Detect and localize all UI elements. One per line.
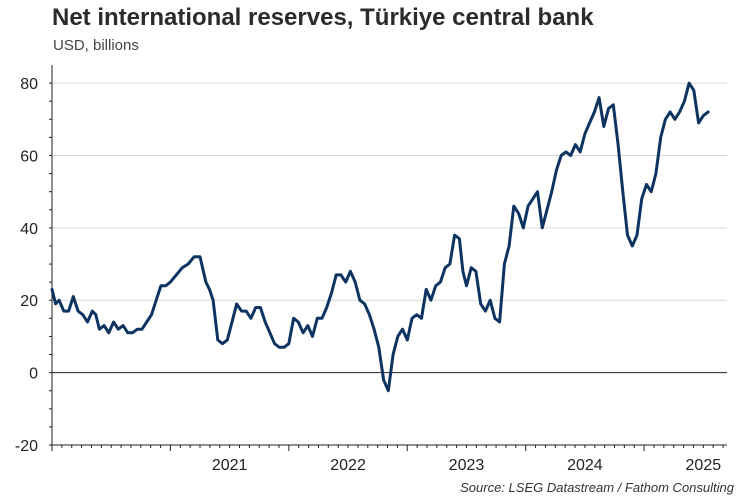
x-axis: 2021 2022 2023 2024 2025	[51, 444, 727, 474]
y-tick-label: 80	[20, 76, 38, 93]
x-tick-label: 2024	[567, 457, 603, 474]
x-tick-label: 2025	[686, 457, 722, 474]
y-tick-label: 40	[20, 221, 38, 238]
y-tick-label: 60	[20, 148, 38, 165]
source-note: Source: LSEG Datastream / Fathom Consult…	[460, 480, 734, 495]
x-tick-label: 2023	[449, 457, 485, 474]
y-tick-label: 0	[29, 366, 38, 383]
x-tick-label: 2022	[330, 457, 366, 474]
y-tick-label: 20	[20, 293, 38, 310]
y-axis: -20 0 20 40 60 80	[15, 65, 53, 455]
chart-title: Net international reserves, Türkiye cent…	[52, 4, 594, 31]
series-group	[50, 81, 710, 393]
y-tick-label: -20	[15, 438, 38, 455]
series-line-0	[50, 81, 710, 393]
x-tick-label: 2021	[212, 457, 248, 474]
chart-subtitle: USD, billions	[53, 37, 139, 54]
